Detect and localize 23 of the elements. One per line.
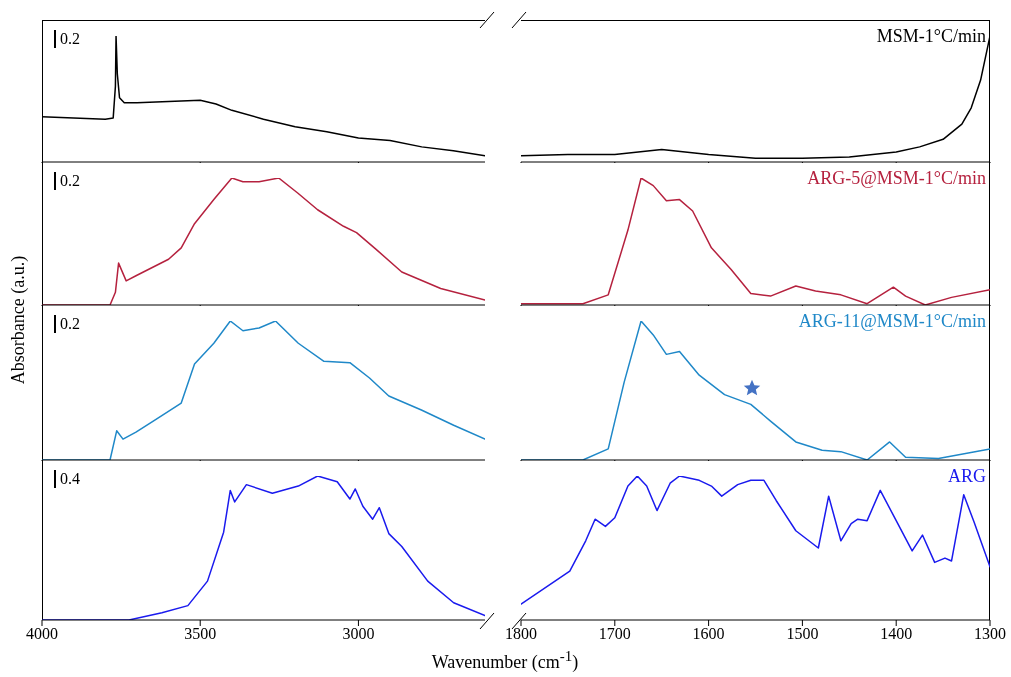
annotation: 0.2 [60, 30, 80, 48]
x-tick-label: 3000 [342, 625, 375, 643]
x-tick-label: 3500 [184, 625, 217, 643]
annotation: 0.4 [60, 470, 80, 488]
x-tick-label: 1500 [786, 625, 819, 643]
y-axis-title: Absorbance (a.u.) [7, 255, 29, 385]
series-label: MSM-1°C/min [876, 26, 986, 47]
annotation: 0.2 [60, 172, 80, 190]
text: ARG-5@MSM-1°C/min [807, 168, 986, 189]
text: ARG-11@MSM-1°C/min [798, 311, 986, 332]
x-tick-label: 1800 [505, 625, 537, 643]
x-axis-title: Wavenumber (cm$^{-1}$) [431, 647, 579, 673]
x-tick-label: 1700 [598, 625, 631, 643]
x-tick-label: 1300 [974, 625, 1006, 643]
x-tick-label: 4000 [26, 625, 58, 643]
scale-bar: 0.2 [54, 172, 80, 190]
annotation: 0.2 [60, 315, 80, 333]
x-tick-label: 1600 [692, 625, 725, 643]
scale-bar: 0.4 [54, 470, 80, 488]
scale-bar: 0.2 [54, 315, 80, 333]
x-tick-label: 1400 [880, 625, 913, 643]
scale-bar: 0.2 [54, 30, 80, 48]
series-label: ARG [947, 466, 986, 487]
